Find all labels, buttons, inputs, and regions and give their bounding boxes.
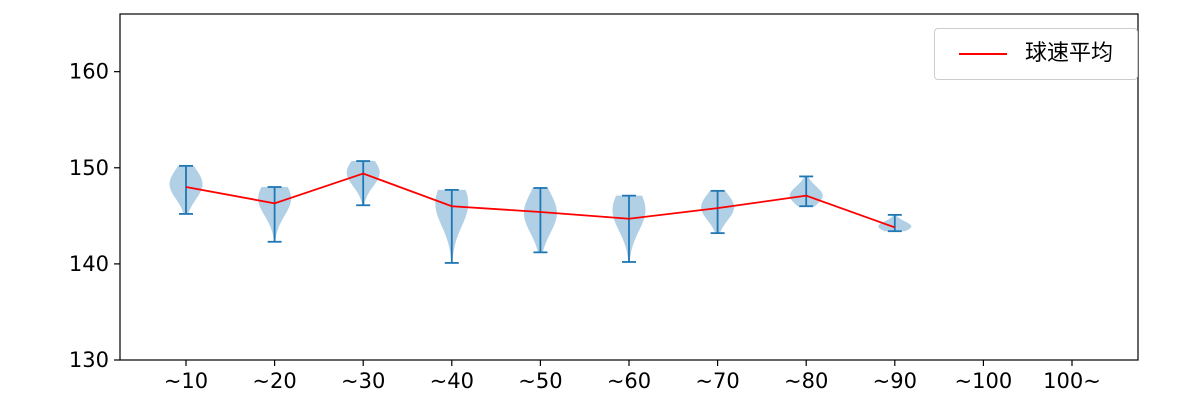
x-tick-label: ~80 <box>784 369 828 393</box>
x-tick-label: ~70 <box>695 369 739 393</box>
x-tick-label: ~20 <box>252 369 296 393</box>
x-tick-label: ~50 <box>518 369 562 393</box>
y-tick-label: 150 <box>69 156 109 180</box>
mean-line <box>185 172 896 229</box>
y-tick-label: 130 <box>69 348 109 372</box>
legend: 球速平均 <box>933 28 1138 80</box>
legend-label: 球速平均 <box>1024 41 1113 66</box>
x-tick-label: 100~ <box>1043 369 1101 393</box>
x-tick-label: ~100 <box>955 369 1013 393</box>
y-tick-label: 160 <box>69 60 109 84</box>
x-tick-label: ~40 <box>430 369 474 393</box>
x-tick-label: ~10 <box>164 369 208 393</box>
legend-line-icon <box>958 53 1007 55</box>
y-tick-label: 140 <box>69 252 109 276</box>
x-tick-label: ~90 <box>873 369 917 393</box>
x-tick-label: ~30 <box>341 369 385 393</box>
x-tick-label: ~60 <box>607 369 651 393</box>
